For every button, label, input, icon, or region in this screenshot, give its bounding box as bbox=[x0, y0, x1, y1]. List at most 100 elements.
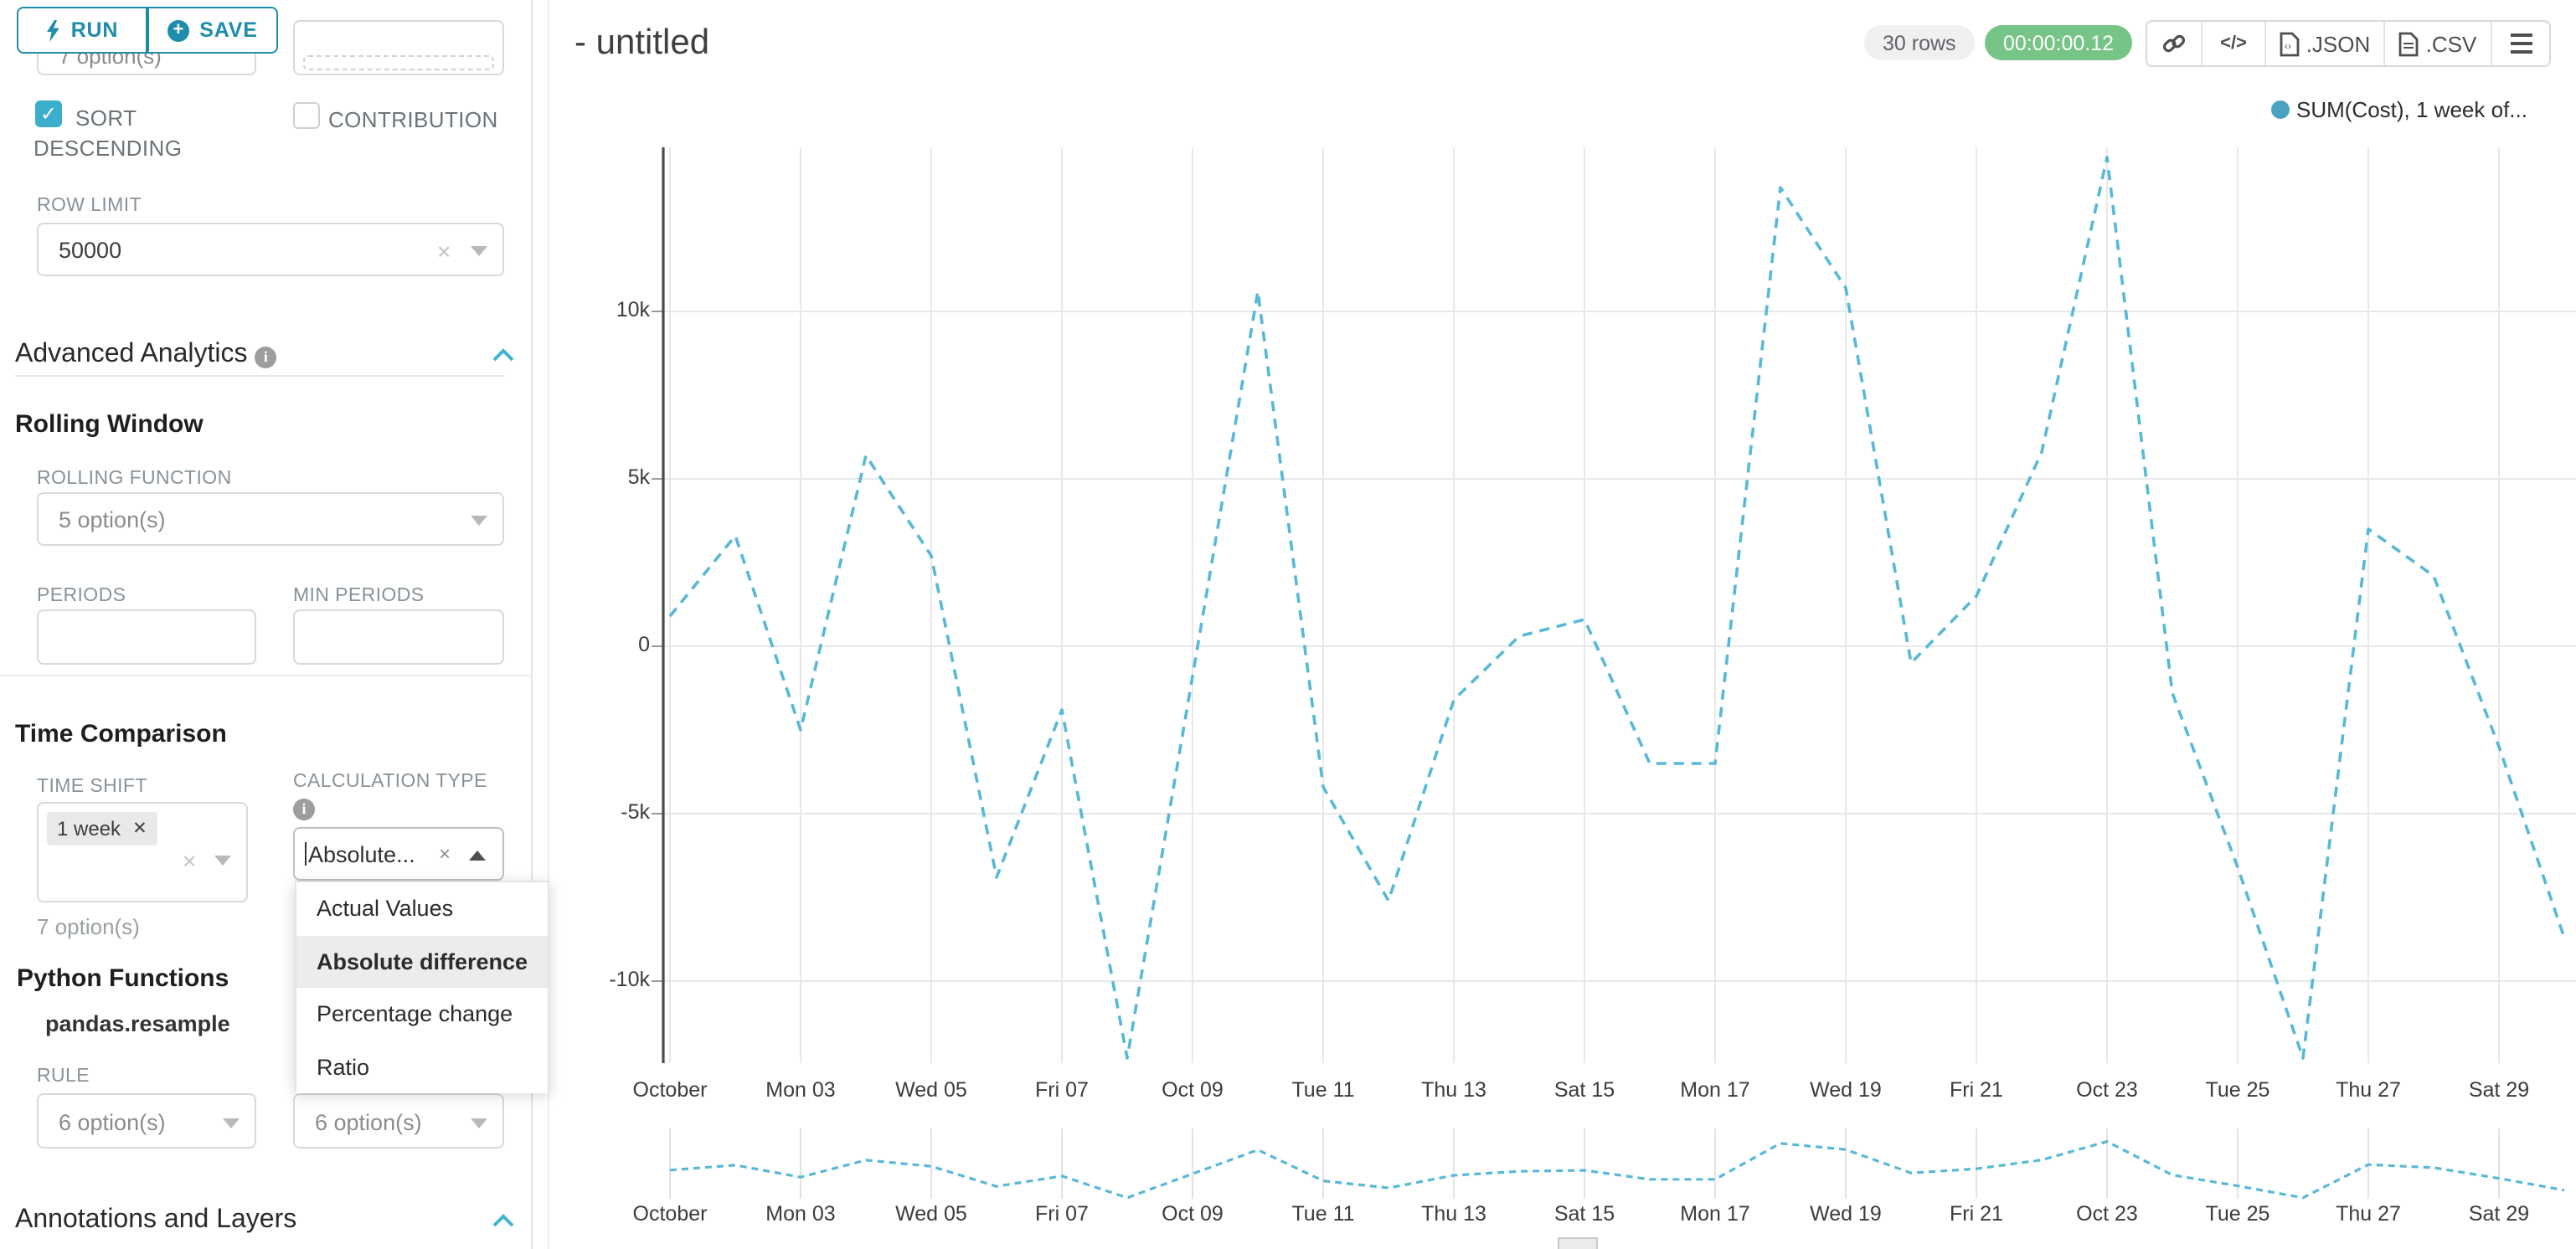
x-axis-label: Wed 05 bbox=[895, 1078, 967, 1102]
min-periods-input[interactable] bbox=[293, 609, 504, 665]
annotations-layers-header[interactable]: Annotations and Layers bbox=[15, 1205, 297, 1234]
rolling-function-label: ROLLING FUNCTION bbox=[37, 469, 232, 489]
mini-x-axis-label: Oct 23 bbox=[2076, 1202, 2138, 1226]
mini-x-axis-label: Oct 09 bbox=[1162, 1202, 1224, 1226]
export-csv-button[interactable]: .CSV bbox=[2385, 22, 2492, 65]
periods-label: PERIODS bbox=[37, 586, 126, 606]
y-axis-label: -5k bbox=[621, 800, 650, 824]
save-button[interactable]: + SAVE bbox=[147, 7, 278, 54]
chevron-up-icon[interactable] bbox=[492, 348, 514, 362]
legend-dot-icon bbox=[2271, 100, 2290, 119]
x-axis-label: Mon 03 bbox=[765, 1078, 836, 1102]
chevron-up-icon[interactable] bbox=[469, 851, 486, 861]
drop-column-field[interactable] bbox=[293, 20, 504, 75]
y-axis-label: 5k bbox=[627, 465, 650, 489]
x-axis-label: Fri 07 bbox=[1035, 1078, 1089, 1102]
clear-icon[interactable]: × bbox=[437, 238, 451, 265]
x-axis-label: Wed 19 bbox=[1810, 1078, 1882, 1102]
clear-icon[interactable]: × bbox=[439, 842, 451, 866]
mini-x-axis-label: Sat 29 bbox=[2468, 1202, 2530, 1226]
view-query-button[interactable]: </> bbox=[2202, 22, 2266, 65]
clear-icon[interactable]: × bbox=[183, 847, 197, 874]
hamburger-icon bbox=[2510, 33, 2532, 54]
remove-tag-icon[interactable]: ✕ bbox=[132, 819, 147, 839]
rolling-window-title: Rolling Window bbox=[15, 410, 204, 439]
advanced-analytics-header[interactable]: Advanced Analytics i bbox=[15, 340, 277, 370]
time-shift-placeholder: 7 option(s) bbox=[37, 914, 140, 939]
mini-x-axis-label: Tue 11 bbox=[1291, 1202, 1355, 1226]
x-axis-label: Oct 09 bbox=[1162, 1078, 1224, 1102]
x-axis-label: October bbox=[632, 1078, 708, 1102]
contribution-label: CONTRIBUTION bbox=[328, 107, 498, 132]
panel-divider-inner bbox=[548, 0, 549, 1249]
run-button[interactable]: RUN bbox=[17, 7, 147, 54]
lightning-bolt-icon bbox=[47, 19, 60, 41]
sort-descending-checkbox[interactable]: ✓ bbox=[35, 100, 62, 127]
row-limit-value: 50000 bbox=[59, 238, 122, 263]
rolling-function-select[interactable]: 5 option(s) bbox=[37, 492, 504, 546]
range-handle[interactable] bbox=[1558, 1237, 1598, 1249]
chevron-up-icon[interactable] bbox=[492, 1214, 514, 1227]
legend-series-label: SUM(Cost), 1 week of... bbox=[2296, 97, 2527, 122]
calculation-type-label: CALCULATION TYPE bbox=[293, 772, 487, 792]
chart-title[interactable]: - untitled bbox=[574, 23, 710, 62]
info-icon: i bbox=[293, 799, 315, 820]
time-shift-label: TIME SHIFT bbox=[37, 777, 147, 797]
mini-series-line bbox=[669, 1140, 2565, 1200]
chart-panel: - untitled 30 rows 00:00:00.12 </> ‹› .J… bbox=[549, 0, 2576, 1249]
panel-divider[interactable] bbox=[531, 0, 533, 1249]
x-axis-label: Fri 21 bbox=[1950, 1078, 2003, 1102]
calc-type-option[interactable]: Actual Values bbox=[296, 882, 548, 935]
calc-type-option[interactable]: Ratio bbox=[296, 1041, 548, 1093]
x-axis-label: Tue 11 bbox=[1291, 1078, 1355, 1102]
pandas-resample-label: pandas.resample bbox=[45, 1011, 230, 1036]
range-selector-chart[interactable]: October Mon 03 Wed 05 Fri 07 Oct 09 Tue 11 Thu… bbox=[633, 1125, 2576, 1249]
code-icon: </> bbox=[2220, 33, 2247, 54]
file-code-icon: ‹› bbox=[2280, 31, 2300, 56]
rule-select[interactable]: 6 option(s) bbox=[37, 1093, 256, 1149]
row-count-badge: 30 rows bbox=[1864, 25, 1975, 60]
row-limit-label: ROW LIMIT bbox=[37, 196, 142, 216]
cost-series-line bbox=[668, 156, 2566, 1060]
mini-x-axis-label: Tue 25 bbox=[2205, 1202, 2270, 1226]
mini-x-axis-label: Fri 21 bbox=[1950, 1202, 2003, 1226]
y-axis-label: -10k bbox=[609, 968, 650, 991]
query-timer-badge: 00:00:00.12 bbox=[1985, 25, 2133, 60]
calc-type-option[interactable]: Absolute difference bbox=[296, 935, 548, 988]
calculation-type-select[interactable]: Absolute... × bbox=[293, 827, 504, 881]
chevron-down-icon[interactable] bbox=[471, 246, 487, 256]
export-json-button[interactable]: ‹› .JSON bbox=[2266, 22, 2385, 65]
min-periods-label: MIN PERIODS bbox=[293, 586, 425, 606]
time-shift-tag[interactable]: 1 week ✕ bbox=[47, 812, 157, 846]
share-link-button[interactable] bbox=[2147, 22, 2202, 65]
calculation-type-value: Absolute... bbox=[308, 842, 415, 867]
contribution-checkbox[interactable] bbox=[293, 102, 320, 129]
y-axis-label: 0 bbox=[638, 633, 650, 656]
time-series-chart[interactable]: 10k 5k 0 -5k -10k October Mon 03 Wed 05 Fri 07 Oc… bbox=[609, 147, 2576, 1110]
time-shift-multiselect[interactable]: 1 week ✕ × bbox=[37, 802, 248, 902]
chart-legend[interactable]: SUM(Cost), 1 week of... bbox=[2271, 97, 2527, 122]
time-comparison-title: Time Comparison bbox=[15, 720, 227, 748]
x-axis-label: Mon 17 bbox=[1680, 1078, 1750, 1102]
rule-label: RULE bbox=[37, 1067, 90, 1087]
x-axis-label: Sat 29 bbox=[2468, 1078, 2530, 1102]
mini-x-axis-label: October bbox=[632, 1202, 708, 1226]
menu-button[interactable] bbox=[2492, 22, 2549, 65]
chevron-down-icon[interactable] bbox=[471, 516, 487, 526]
row-limit-select[interactable]: 50000 × bbox=[37, 223, 504, 276]
mini-x-axis-label: Mon 03 bbox=[765, 1202, 836, 1226]
mini-x-axis-label: Thu 27 bbox=[2336, 1202, 2401, 1226]
chevron-down-icon[interactable] bbox=[223, 1118, 240, 1128]
periods-input[interactable] bbox=[37, 609, 256, 665]
mini-x-axis-label: Fri 07 bbox=[1035, 1202, 1089, 1226]
python-functions-title: Python Functions bbox=[17, 964, 229, 993]
resample-method-select[interactable]: 6 option(s) bbox=[293, 1093, 504, 1149]
sort-descending-label-line2: DESCENDING bbox=[33, 136, 183, 161]
chevron-down-icon[interactable] bbox=[214, 856, 231, 866]
chevron-down-icon[interactable] bbox=[471, 1118, 487, 1128]
sort-descending-label-line1: SORT bbox=[75, 105, 137, 131]
mini-x-axis-label: Mon 17 bbox=[1680, 1202, 1750, 1226]
calc-type-option[interactable]: Percentage change bbox=[296, 988, 548, 1041]
file-text-icon bbox=[2399, 31, 2419, 56]
